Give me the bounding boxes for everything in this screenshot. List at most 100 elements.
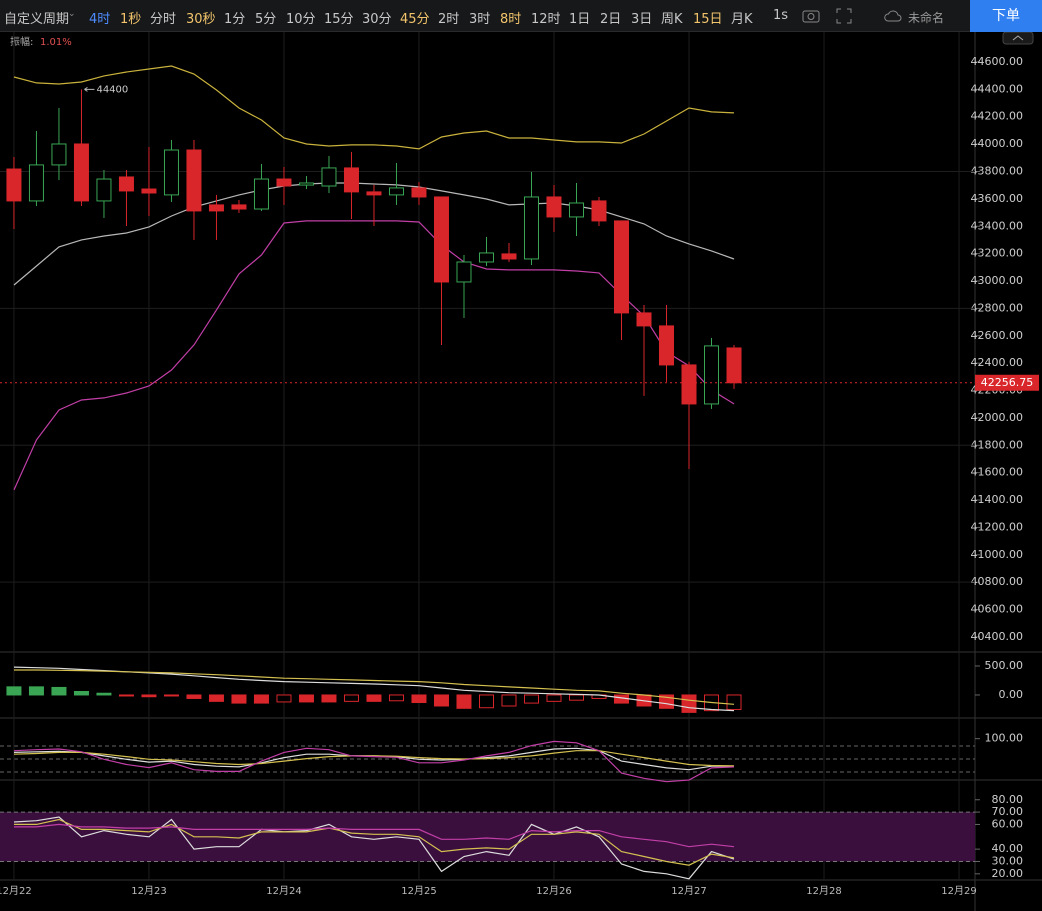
candle-body [118, 176, 134, 192]
interval[interactable]: 30分 [362, 12, 392, 27]
candle-body [501, 253, 517, 260]
x-tick-label: 12月25 [401, 885, 436, 897]
indicator-line [14, 818, 735, 866]
interval[interactable]: 10分 [286, 12, 316, 27]
interval[interactable]: 15分 [324, 12, 354, 27]
y-tick-label: 100.00 [985, 732, 1024, 745]
indicator-line [13, 182, 735, 286]
candle-body [51, 143, 67, 166]
indicator-line [14, 823, 735, 848]
macd-bar [501, 694, 517, 707]
y-tick-label: 42400.00 [971, 356, 1024, 369]
interval[interactable]: 8时 [500, 12, 522, 27]
x-tick-label: 12月24 [266, 885, 301, 897]
interval[interactable]: 周K [661, 12, 683, 27]
interval[interactable]: 45分 [400, 12, 430, 27]
candle-body [231, 204, 247, 210]
custom-period[interactable]: 自定义周期 [4, 12, 70, 27]
y-tick-label: 41800.00 [971, 438, 1024, 451]
macd-bar [388, 694, 404, 702]
candle-body [456, 261, 472, 283]
candle-body [659, 325, 675, 366]
timer[interactable]: 1s [773, 8, 789, 23]
candle-body [28, 164, 44, 202]
amplitude-label: 振幅: [10, 35, 33, 48]
y-tick-label: 20.00 [992, 867, 1024, 880]
y-tick-label: 30.00 [992, 854, 1024, 867]
macd-bar [231, 694, 247, 704]
collapse-button[interactable] [1002, 32, 1034, 45]
interval[interactable]: 1分 [224, 12, 246, 27]
candle-body [704, 345, 720, 405]
chart: 振幅: 1.01% 12月22 12月23 12月24 12月25 12月26 12月27… [0, 32, 1042, 911]
indicator-line [13, 65, 735, 150]
macd-bar [321, 694, 337, 703]
interval[interactable]: 1日 [569, 12, 591, 27]
candle-body [366, 191, 382, 196]
y-tick-label: 43200.00 [971, 247, 1024, 260]
candle-body [321, 167, 337, 187]
y-tick-label: 43400.00 [971, 219, 1024, 232]
cloud-icon[interactable] [883, 7, 903, 25]
interval[interactable]: 2日 [600, 12, 622, 27]
x-tick-label: 12月23 [131, 885, 166, 897]
macd-bar [523, 694, 539, 704]
order-button[interactable]: 下单 [970, 0, 1042, 32]
candle-body [276, 178, 292, 187]
interval[interactable]: 3日 [631, 12, 653, 27]
y-tick-label: 43000.00 [971, 274, 1024, 287]
macd-bar [276, 694, 292, 703]
indicator-line [13, 750, 735, 767]
macd-bar [6, 686, 22, 696]
y-tick-label: 80.00 [992, 793, 1024, 806]
candle-body [613, 220, 629, 314]
y-tick-label: 43800.00 [971, 164, 1024, 177]
collapse-icon [1012, 35, 1024, 41]
y-tick-label: 42600.00 [971, 329, 1024, 342]
macd-bar [28, 686, 44, 696]
macd-bar [546, 694, 562, 702]
macd-bar [163, 694, 179, 697]
macd-bar [568, 694, 584, 701]
y-tick-label: 40.00 [992, 842, 1024, 855]
interval[interactable]: 30秒 [186, 12, 216, 27]
x-tick-label: 12月22 [0, 885, 32, 897]
candle-body [636, 312, 652, 327]
macd-bar [253, 694, 269, 704]
y-tick-label: 41000.00 [971, 548, 1024, 561]
y-tick-label: 41200.00 [971, 520, 1024, 533]
macd-bar [478, 694, 494, 709]
interval[interactable]: 12时 [531, 12, 561, 27]
candle-body [726, 347, 742, 384]
macd-bar [186, 694, 202, 699]
candle-body [411, 187, 427, 198]
y-tick-label: 70.00 [992, 805, 1024, 818]
interval[interactable]: 分时 [150, 12, 177, 27]
interval[interactable]: 2时 [438, 12, 460, 27]
macd-bar [298, 694, 314, 703]
high-marker-label: 44400 [96, 84, 128, 95]
x-tick-label: 12月29 [941, 885, 976, 897]
y-tick-label: 41400.00 [971, 493, 1024, 506]
candle-body [96, 178, 112, 202]
camera-icon[interactable] [801, 7, 821, 25]
candle-body [163, 149, 179, 196]
candle-body [523, 196, 539, 260]
layout-name[interactable]: 未命名 [908, 11, 945, 25]
indicator-line [13, 816, 735, 880]
interval[interactable]: 1秒 [120, 12, 142, 27]
macd-bar [366, 694, 382, 702]
interval[interactable]: 4时 [89, 12, 111, 27]
interval[interactable]: 3时 [469, 12, 491, 27]
candle-body [343, 167, 359, 193]
dropdown-arrow[interactable]: ⌄ [68, 9, 76, 19]
macd-bar [141, 694, 157, 698]
interval[interactable]: 月K [731, 12, 753, 27]
macd-bar [433, 694, 449, 707]
candle-body [253, 178, 269, 210]
fullscreen-icon[interactable] [835, 7, 853, 25]
interval[interactable]: 5分 [255, 12, 277, 27]
interval[interactable]: 15日 [693, 12, 723, 27]
candle-body [6, 168, 22, 202]
